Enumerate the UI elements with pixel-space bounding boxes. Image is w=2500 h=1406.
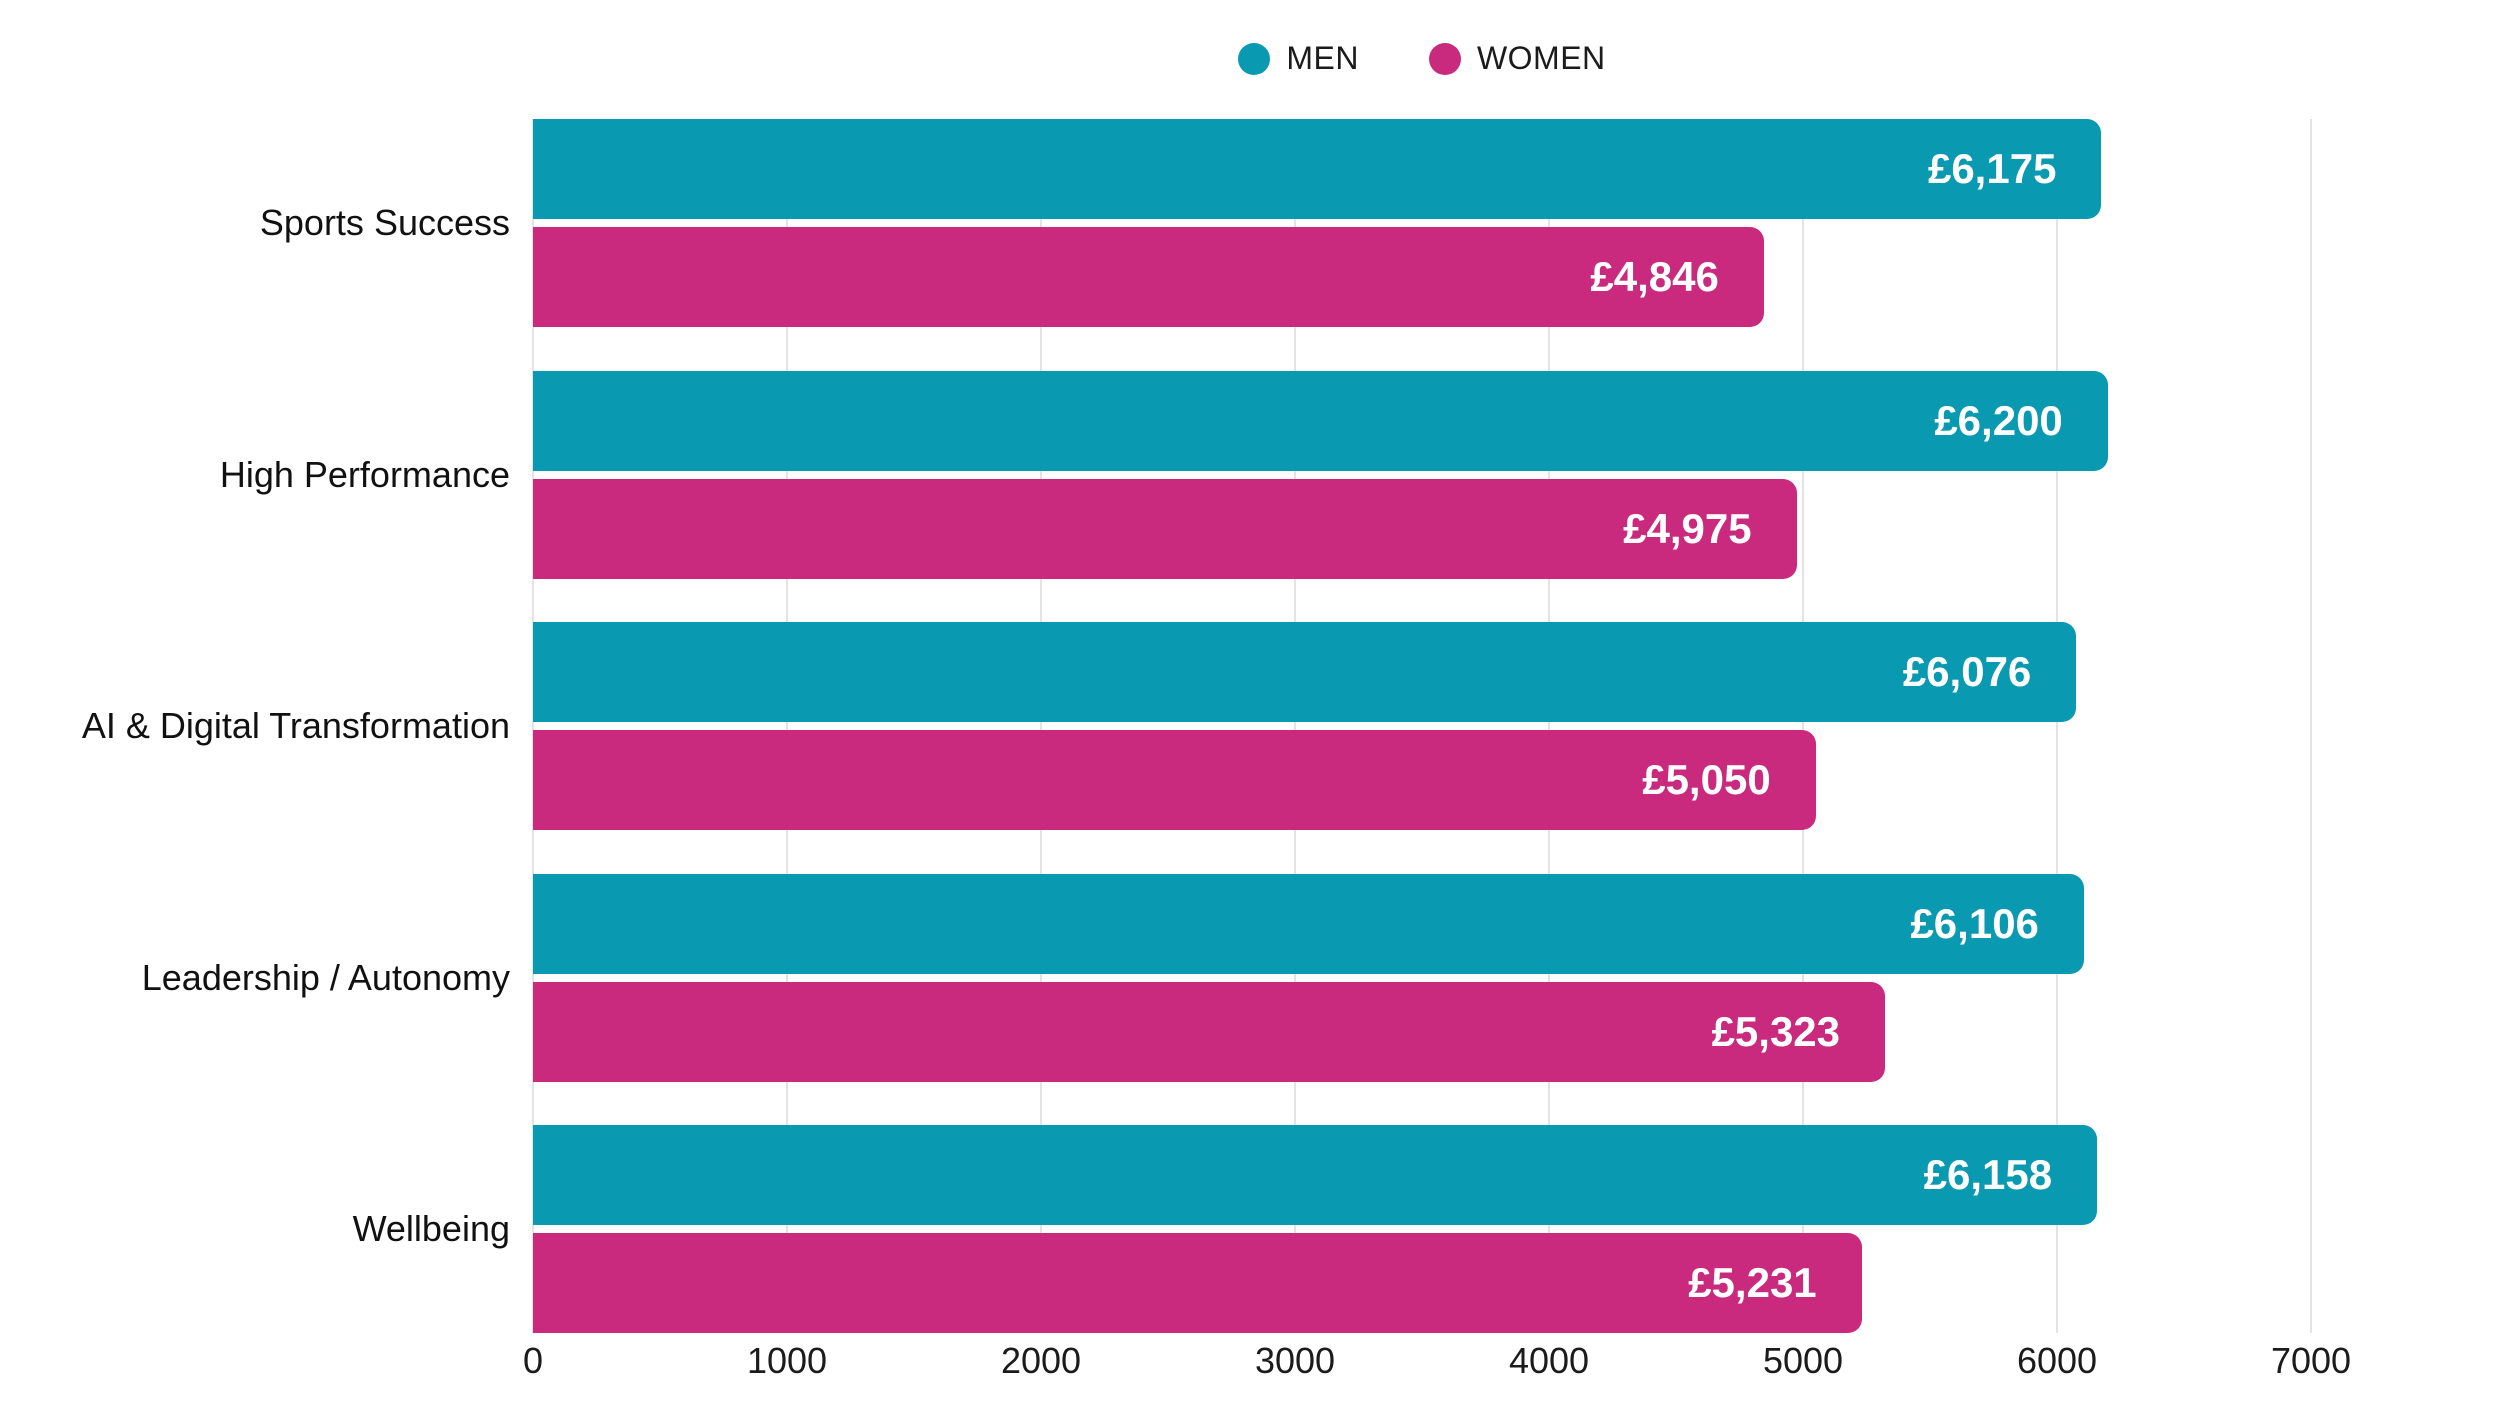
gridline-1000 <box>786 119 788 1333</box>
category-label: AI & Digital Transformation <box>81 705 510 746</box>
bar-women-3: £5,050 <box>533 730 1816 830</box>
bar-value-label: £6,200 <box>1934 396 2063 444</box>
bar-men-2: £6,200 <box>533 370 2108 471</box>
x-tick-label-0: 0 <box>522 1340 544 1381</box>
bar-men-5: £6,158 <box>533 1125 2098 1225</box>
bar-women-5: £5,231 <box>533 1233 1862 1333</box>
bar-value-label: £5,050 <box>1642 756 1771 803</box>
legend-label: MEN <box>1286 40 1359 76</box>
bar-men-3: £6,076 <box>533 622 2077 722</box>
category-label: Sports Success <box>259 202 510 243</box>
category-label: High Performance <box>219 453 510 495</box>
gridline-5000 <box>1802 119 1804 1333</box>
bar-women-2: £4,975 <box>533 478 1797 579</box>
legend-item-men: MEN <box>1238 40 1359 77</box>
legend-dot-icon <box>1238 42 1271 75</box>
legend-item-women: WOMEN <box>1428 40 1606 77</box>
bar-value-label: £4,846 <box>1590 253 1719 300</box>
x-tick-label-4000: 4000 <box>1508 1340 1590 1381</box>
bar-value-label: £6,106 <box>1910 899 2039 947</box>
chart-legend: MEN WOMEN <box>533 40 2311 77</box>
gridline-6000 <box>2056 119 2058 1333</box>
bar-women-1: £4,846 <box>533 227 1764 327</box>
x-tick-label-1000: 1000 <box>746 1340 828 1381</box>
x-tick-label-3000: 3000 <box>1254 1340 1336 1381</box>
gridline-7000 <box>2310 119 2312 1333</box>
bar-men-4: £6,106 <box>533 873 2084 974</box>
bar-value-label: £6,175 <box>1927 145 2057 192</box>
category-label: Wellbeing <box>352 1208 510 1249</box>
bar-value-label: £5,231 <box>1688 1259 1817 1306</box>
bar-women-4: £5,323 <box>533 981 1886 1082</box>
bar-men-1: £6,175 <box>533 119 2102 219</box>
bar-value-label: £5,323 <box>1711 1007 1841 1055</box>
gridline-4000 <box>1548 119 1550 1333</box>
x-tick-label-2000: 2000 <box>1000 1340 1082 1381</box>
plot-area: £6,175 £4,846 £6,200 £4,975 £6,076 £5,050 £6,1… <box>532 119 2483 1333</box>
bar-value-label: £4,975 <box>1623 504 1752 552</box>
bar-value-label: £6,076 <box>1902 648 2032 695</box>
x-tick-label-7000: 7000 <box>2270 1340 2352 1381</box>
x-tick-label-6000: 6000 <box>2016 1340 2098 1381</box>
gridline-2000 <box>1040 119 1042 1333</box>
legend-dot-icon <box>1428 42 1461 75</box>
x-tick-label-5000: 5000 <box>1762 1340 1844 1381</box>
bar-value-label: £6,158 <box>1923 1151 2053 1198</box>
legend-label: WOMEN <box>1476 40 1606 76</box>
category-label: Leadership / Autonomy <box>141 956 510 998</box>
gridline-3000 <box>1294 119 1296 1333</box>
gridline-0 <box>532 119 534 1333</box>
